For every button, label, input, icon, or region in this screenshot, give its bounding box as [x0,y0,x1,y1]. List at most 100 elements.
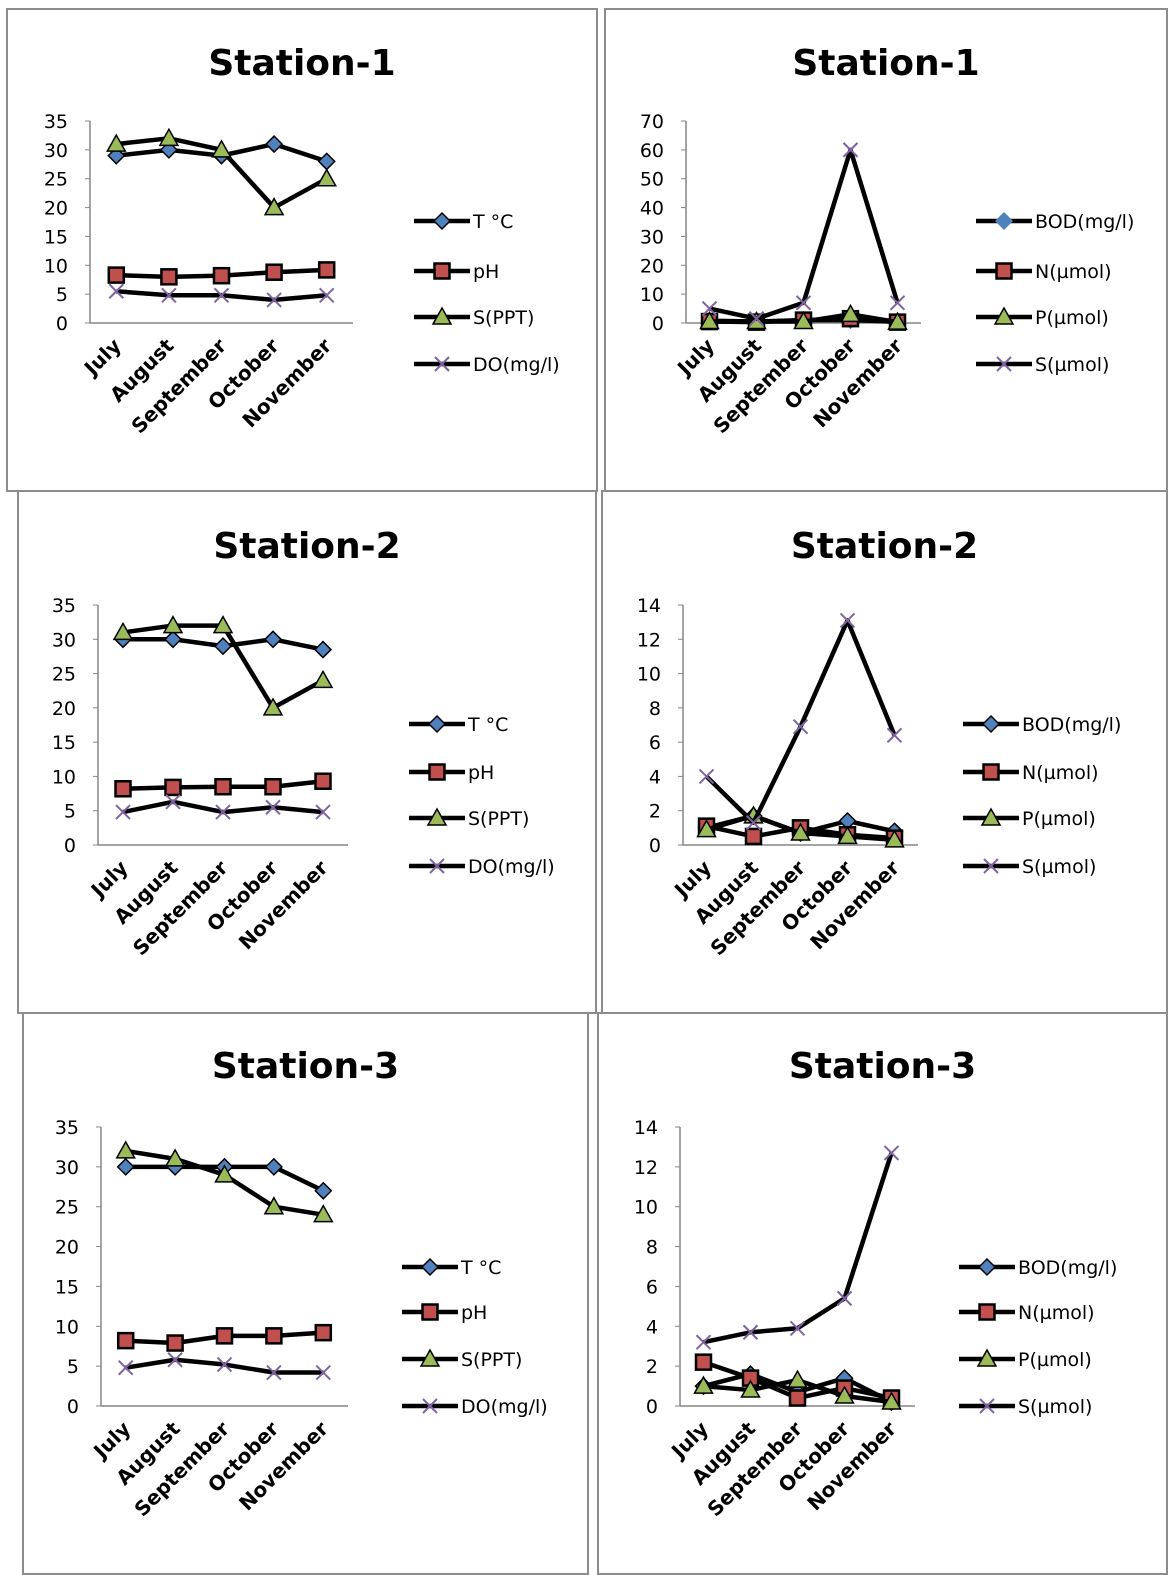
y-tick-label: 14 [634,1117,658,1139]
series-line-do-mg-l [122,799,324,815]
data-point-ph-november [314,772,332,790]
data-point-n-mol-july [694,1353,713,1371]
legend-label-n-mol: N(µmol) [1035,261,1112,283]
series-do-mg-l [108,283,335,308]
legend-marker-ph [433,262,451,280]
legend-marker-s-ppt [419,1348,441,1367]
data-point-ph-july [116,1331,135,1350]
legend-marker-t-c [420,1257,440,1277]
y-tick-label: 15 [44,226,68,248]
series-ph [107,261,336,286]
data-point-s-ppt-october [263,1196,285,1215]
legend-label-do-mg-l: DO(mg/l) [468,856,555,878]
data-point-ph-september [214,777,232,796]
y-tick-label: 8 [649,698,661,720]
x-tick-label-july: July [78,334,126,382]
legend-marker-p-mol [976,1348,998,1367]
data-point-ph-november [317,261,336,279]
data-point-n-mol-august [744,827,763,846]
legend-marker-do-mg-l [422,1398,438,1414]
series-t-c [113,630,333,659]
y-tick-label: 10 [637,664,661,686]
legend-marker-bod-mg-l [981,714,1001,734]
series-s-mol [701,142,906,327]
legend-marker-bod-mg-l [994,211,1014,231]
y-tick-label: 6 [646,1276,658,1298]
series-s-ppt [106,127,337,216]
data-point-s-ppt-august [164,1148,186,1167]
data-point-p-mol-august [740,1379,761,1398]
chart-svg: Station-305101520253035JulyAugustSeptemb… [55,1046,548,1521]
legend-label-n-mol: N(µmol) [1018,1302,1095,1324]
chart-svg: Station-205101520253035JulyAugustSeptemb… [52,526,555,960]
chart-svg: Station-202468101214JulyAugustSeptemberO… [637,526,1122,960]
data-point-do-mg-l-october [266,1364,282,1381]
chart-panel-station-1-nutrients: Station-1 0 10 20 30 40 50 60 70 July August Septem… [604,8,1168,492]
y-tick-label: 15 [55,1276,79,1298]
y-tick-label: 50 [640,169,664,191]
data-point-do-mg-l-october [266,292,282,308]
legend-label-bod-mg-l: BOD(mg/l) [1035,211,1134,233]
y-tick-label: 10 [44,255,68,277]
data-point-t-c-november [314,1181,333,1200]
series-s-ppt [112,615,334,716]
y-tick-label: 35 [44,111,68,133]
data-point-ph-august [160,268,178,286]
data-point-s-ppt-september [214,1164,235,1183]
y-tick-label: 5 [64,801,76,823]
data-point-ph-august [166,1334,184,1352]
series-line-s-mol [704,618,897,825]
data-point-s-mol-august [745,815,762,831]
chart-title: Station-1 [792,43,979,84]
legend-label-s-mol: S(µmol) [1018,1396,1092,1418]
legend-marker-t-c [432,211,452,231]
y-tick-label: 0 [64,835,76,857]
legend-label-p-mol: P(µmol) [1035,307,1109,329]
y-tick-label: 25 [44,169,68,191]
y-tick-label: 12 [634,1157,658,1179]
legend: BOD(mg/l) N(µmol) P(µmol) S(µmol) [963,714,1121,878]
y-tick-label: 0 [649,835,661,857]
legend-label-s-ppt: S(PPT) [468,808,529,830]
legend-label-s-ppt: S(PPT) [473,307,534,329]
y-tick-label: 5 [56,284,68,306]
legend-label-s-mol: S(µmol) [1035,354,1109,376]
chart-title: Station-2 [213,526,400,567]
data-point-s-ppt-september [212,615,234,634]
data-point-do-mg-l-october [265,799,281,815]
data-point-s-mol-july [701,300,718,317]
y-tick-label: 2 [646,1356,658,1378]
data-point-ph-july [114,780,132,798]
series-n-mol [694,1353,901,1407]
legend-marker-s-mol [996,356,1012,372]
y-tick-label: 10 [634,1197,658,1219]
data-point-p-mol-november [881,1391,902,1410]
y-tick-label: 10 [640,284,664,306]
legend-marker-do-mg-l [429,858,445,874]
y-tick-label: 60 [640,140,664,162]
data-point-ph-september [215,1327,234,1345]
data-point-s-ppt-november [316,168,337,187]
y-tick-label: 40 [640,198,664,220]
data-point-s-ppt-july [106,133,127,152]
series-s-mol [698,612,903,831]
data-point-p-mol-november [887,311,908,330]
data-point-s-mol-september [792,719,809,735]
y-tick-label: 30 [640,226,664,248]
legend-label-ph: pH [461,1302,487,1324]
data-point-do-mg-l-september [215,804,231,820]
data-point-s-mol-october [836,1290,853,1307]
legend: T °C pH S(PPT) DO(mg/l) [414,211,560,376]
y-tick-label: 70 [640,111,664,133]
chart-svg: Station-105101520253035JulyAugustSeptemb… [44,43,560,438]
data-point-ph-july [107,266,126,284]
y-tick-label: 35 [55,1117,79,1139]
y-tick-label: 30 [44,140,68,162]
legend-marker-s-mol [979,1398,995,1414]
series-line-s-mol [703,1152,894,1345]
legend-label-do-mg-l: DO(mg/l) [473,354,560,376]
legend-marker-s-mol [983,858,999,874]
chart-title: Station-1 [208,43,395,84]
y-tick-label: 30 [52,629,76,651]
legend: BOD(mg/l) N(µmol) P(µmol) S(µmol) [959,1257,1117,1418]
